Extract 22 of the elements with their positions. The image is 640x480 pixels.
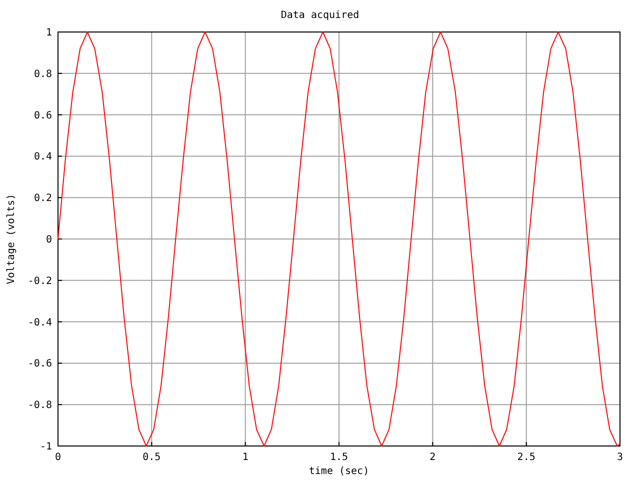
y-tick-label: 0.2	[34, 193, 52, 204]
y-tick-label: -0.2	[28, 276, 52, 287]
x-tick-label: 3	[616, 452, 624, 463]
y-tick-label: -1	[40, 442, 52, 452]
y-tick-label: 0	[46, 234, 52, 246]
line-series	[58, 32, 620, 446]
y-tick-label: 0.4	[34, 152, 52, 163]
x-axis-title: time (sec)	[308, 466, 370, 477]
x-tick-label: 2	[430, 452, 436, 463]
x-tick-label: 0.5	[142, 452, 161, 463]
y-axis-title: Voltage (volts)	[6, 194, 17, 284]
x-tick-label: 1	[242, 452, 248, 463]
chart-title: Data acquired	[280, 10, 360, 21]
y-tick-label: 1	[46, 28, 52, 38]
y-tick-label: -0.4	[28, 317, 52, 328]
y-tick-label: -0.8	[28, 400, 52, 412]
x-tick-label: 0	[54, 452, 62, 463]
x-tick-label: 1.5	[330, 452, 348, 463]
y-tick-label: 0.8	[34, 68, 52, 80]
y-tick-label: -0.6	[28, 358, 52, 370]
y-tick-label: 0.6	[34, 110, 52, 122]
x-tick-label: 2.5	[517, 452, 536, 463]
